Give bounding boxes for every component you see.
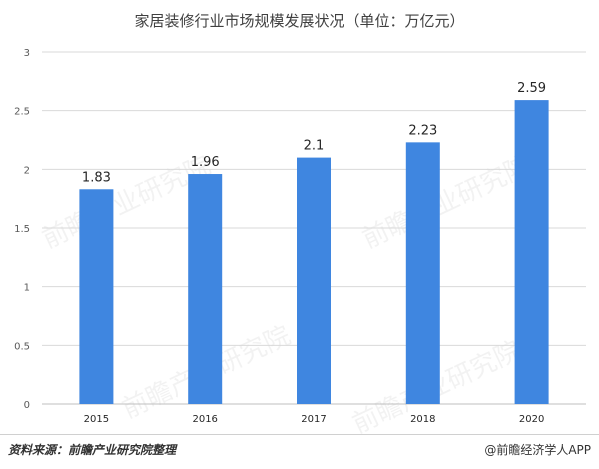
chart-title: 家居装修行业市场规模发展状况（单位：万亿元） xyxy=(134,12,465,30)
bar xyxy=(514,100,549,405)
data-label: 2.23 xyxy=(408,123,437,138)
x-tick-label: 2020 xyxy=(519,414,544,425)
bar xyxy=(297,157,331,404)
watermark-text: 前瞻产业研究院 xyxy=(358,151,536,255)
y-tick-label: 1.5 xyxy=(14,224,30,235)
bar xyxy=(188,174,223,404)
y-tick-label: 2.5 xyxy=(14,107,30,118)
x-tick-label: 2017 xyxy=(301,414,326,425)
data-label: 1.83 xyxy=(82,170,111,185)
y-tick-label: 2 xyxy=(24,165,30,176)
y-tick-label: 0 xyxy=(24,400,30,411)
data-label: 1.96 xyxy=(191,155,220,170)
bar xyxy=(405,142,440,404)
footer-divider xyxy=(0,434,599,435)
x-tick-label: 2016 xyxy=(192,414,217,425)
x-tick-label: 2015 xyxy=(84,414,109,425)
brand-credit: @前瞻经济学人APP xyxy=(484,443,591,457)
y-tick-label: 3 xyxy=(24,48,30,59)
data-label: 2.59 xyxy=(517,81,546,96)
y-tick-label: 0.5 xyxy=(14,341,30,352)
source-note: 资料来源：前瞻产业研究院整理 xyxy=(8,443,177,457)
bar xyxy=(79,189,114,404)
y-tick-label: 1 xyxy=(24,283,30,294)
data-label: 2.1 xyxy=(304,139,325,154)
x-tick-label: 2018 xyxy=(410,414,435,425)
